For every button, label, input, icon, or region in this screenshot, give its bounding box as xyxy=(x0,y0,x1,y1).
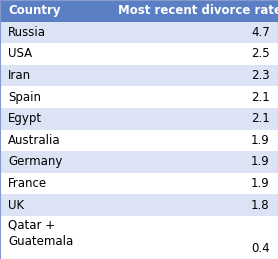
Text: 1.9: 1.9 xyxy=(251,177,270,190)
Text: Russia: Russia xyxy=(8,26,46,39)
Bar xyxy=(0,65,278,86)
Text: 4.7: 4.7 xyxy=(251,26,270,39)
Bar xyxy=(0,0,278,21)
Text: Spain: Spain xyxy=(8,91,41,104)
Text: 0.4: 0.4 xyxy=(251,242,270,255)
Text: 1.9: 1.9 xyxy=(251,155,270,168)
Text: USA: USA xyxy=(8,47,33,60)
Text: UK: UK xyxy=(8,199,24,212)
Bar xyxy=(0,86,278,108)
Text: France: France xyxy=(8,177,48,190)
Text: Country: Country xyxy=(8,4,61,17)
Bar xyxy=(0,43,278,65)
Text: 2.5: 2.5 xyxy=(251,47,270,60)
Bar xyxy=(0,194,278,216)
Text: 2.1: 2.1 xyxy=(251,112,270,125)
Bar xyxy=(0,173,278,194)
Bar xyxy=(0,216,278,259)
Bar xyxy=(0,151,278,173)
Bar xyxy=(0,108,278,130)
Text: 2.3: 2.3 xyxy=(251,69,270,82)
Text: 2.1: 2.1 xyxy=(251,91,270,104)
Text: Iran: Iran xyxy=(8,69,31,82)
Text: Qatar +
Guatemala: Qatar + Guatemala xyxy=(8,218,74,248)
Text: Most recent divorce rate: Most recent divorce rate xyxy=(118,4,278,17)
Text: 1.9: 1.9 xyxy=(251,134,270,147)
Text: Germany: Germany xyxy=(8,155,63,168)
Text: Egypt: Egypt xyxy=(8,112,43,125)
Text: Australia: Australia xyxy=(8,134,61,147)
Bar xyxy=(0,130,278,151)
Bar xyxy=(0,21,278,43)
Text: 1.8: 1.8 xyxy=(251,199,270,212)
